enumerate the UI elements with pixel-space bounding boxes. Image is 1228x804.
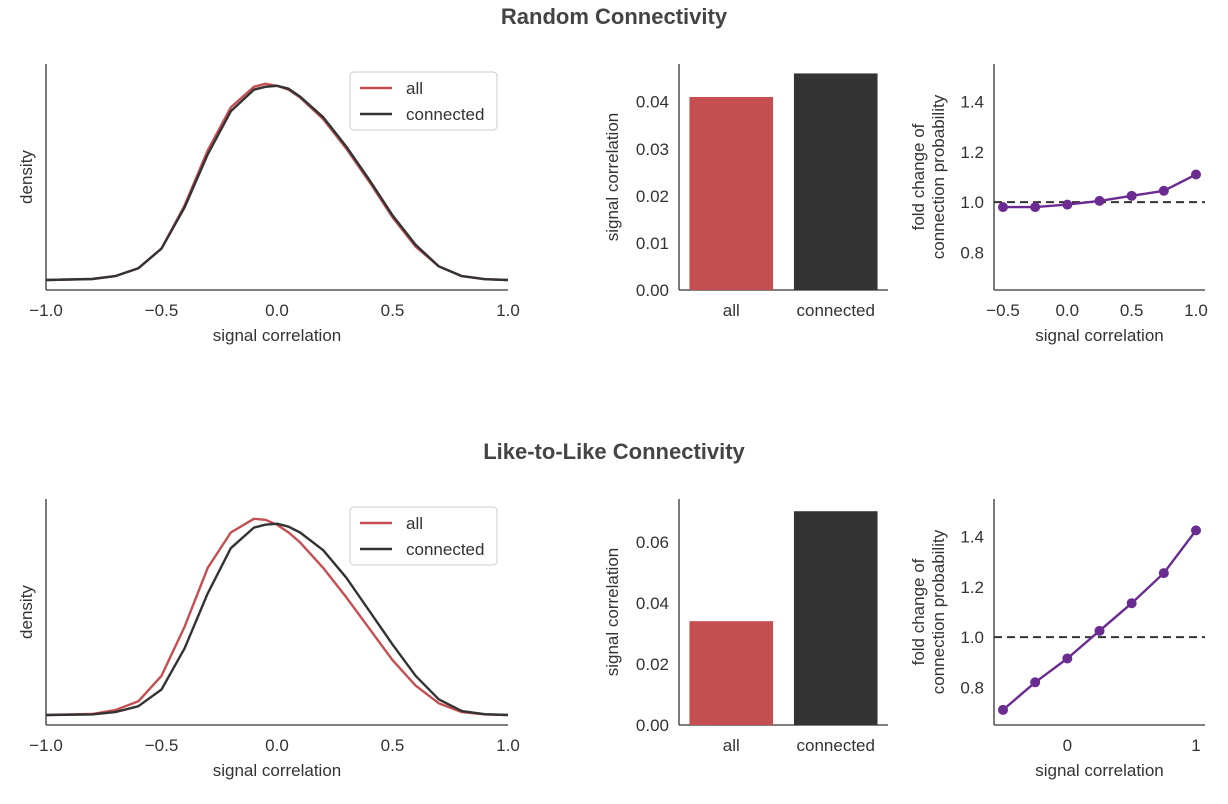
y-axis-label-random: signal correlation — [603, 113, 622, 242]
y-axis-label-line2-like: connection probability — [929, 529, 948, 694]
y-axis-label-like: signal correlation — [603, 548, 622, 677]
section-title-like-to-like: Like-to-Like Connectivity — [483, 439, 745, 464]
y-tick-label-like-3: 0.06 — [636, 533, 669, 552]
fold-point-random-3 — [1094, 195, 1105, 206]
x-tick-label-like-1: 1 — [1191, 736, 1200, 755]
y-tick-label-random-1: 1.0 — [960, 193, 984, 212]
density-line-connected-like — [45, 522, 509, 717]
fold-point-random-5 — [1158, 185, 1169, 196]
x-tick-label-like-3: 0.5 — [381, 736, 405, 755]
y-axis-label-random: density — [17, 150, 36, 204]
legend-label-all-random: all — [406, 79, 423, 98]
y-tick-label-like-0: 0.00 — [636, 716, 669, 735]
x-axis-label-like: signal correlation — [213, 761, 342, 780]
fold-point-random-0 — [998, 202, 1009, 213]
y-tick-label-random-2: 0.02 — [636, 187, 669, 206]
x-tick-label-connected-like: connected — [797, 736, 875, 755]
y-tick-label-like-1: 0.02 — [636, 655, 669, 674]
x-axis-label-random: signal correlation — [1035, 326, 1164, 345]
x-tick-label-like-2: 0.0 — [265, 736, 289, 755]
legend-box-like — [349, 506, 498, 566]
legend-label-connected-random: connected — [406, 105, 484, 124]
legend-label-all-like: all — [406, 514, 423, 533]
y-tick-label-like-1: 1.0 — [960, 628, 984, 647]
density-line-all-like — [45, 517, 509, 717]
fold-point-like-5 — [1158, 568, 1169, 579]
x-tick-label-all-random: all — [723, 301, 740, 320]
y-tick-label-random-0: 0.00 — [636, 281, 669, 300]
y-axis-label-line1-like: fold change of — [909, 558, 928, 665]
x-tick-label-random-0: −1.0 — [29, 301, 63, 320]
fold-point-random-4 — [1126, 190, 1137, 201]
x-tick-label-like-4: 1.0 — [496, 736, 520, 755]
x-tick-label-random-3: 0.5 — [381, 301, 405, 320]
fold-point-like-3 — [1094, 625, 1105, 636]
fold-point-like-6 — [1190, 525, 1201, 536]
section-title-random: Random Connectivity — [500, 4, 728, 29]
x-tick-label-connected-random: connected — [797, 301, 875, 320]
x-tick-label-random-1: −0.5 — [145, 301, 179, 320]
y-tick-label-like-3: 1.4 — [960, 528, 984, 547]
fold-point-like-1 — [1030, 677, 1041, 688]
y-tick-label-random-0: 0.8 — [960, 243, 984, 262]
fold-point-random-2 — [1062, 199, 1073, 210]
bar-connected-random — [793, 73, 878, 291]
x-axis-label-like: signal correlation — [1035, 761, 1164, 780]
y-tick-label-like-2: 1.2 — [960, 578, 984, 597]
fold-point-like-4 — [1126, 598, 1137, 609]
y-axis-label-like: density — [17, 585, 36, 639]
y-tick-label-random-4: 0.04 — [636, 93, 669, 112]
x-axis-label-random: signal correlation — [213, 326, 342, 345]
fold-point-like-2 — [1062, 653, 1073, 664]
x-tick-label-random-1: 0.0 — [1056, 301, 1080, 320]
x-tick-label-random-4: 1.0 — [496, 301, 520, 320]
x-tick-label-like-0: −1.0 — [29, 736, 63, 755]
y-axis-label-line1-random: fold change of — [909, 123, 928, 230]
fold-point-random-6 — [1190, 169, 1201, 180]
fold-point-random-1 — [1030, 202, 1041, 213]
x-tick-label-like-1: −0.5 — [145, 736, 179, 755]
y-axis-label-line2-random: connection probability — [929, 94, 948, 259]
x-tick-label-all-like: all — [723, 736, 740, 755]
legend-box-random — [349, 71, 498, 131]
y-tick-label-random-3: 1.4 — [960, 93, 984, 112]
y-tick-label-like-2: 0.04 — [636, 594, 669, 613]
x-tick-label-random-2: 0.0 — [265, 301, 289, 320]
x-tick-label-like-0: 0 — [1063, 736, 1072, 755]
x-tick-label-random-2: 0.5 — [1120, 301, 1144, 320]
y-tick-label-random-1: 0.01 — [636, 234, 669, 253]
density-line-connected-random — [45, 84, 509, 282]
bar-connected-like — [793, 511, 878, 725]
y-tick-label-random-3: 0.03 — [636, 140, 669, 159]
x-tick-label-random-0: −0.5 — [986, 301, 1020, 320]
legend-label-connected-like: connected — [406, 540, 484, 559]
y-tick-label-random-2: 1.2 — [960, 143, 984, 162]
bar-all-random — [689, 96, 774, 290]
fold-point-like-0 — [998, 704, 1009, 715]
y-tick-label-like-0: 0.8 — [960, 678, 984, 697]
x-tick-label-random-3: 1.0 — [1184, 301, 1208, 320]
bar-all-like — [689, 621, 774, 725]
